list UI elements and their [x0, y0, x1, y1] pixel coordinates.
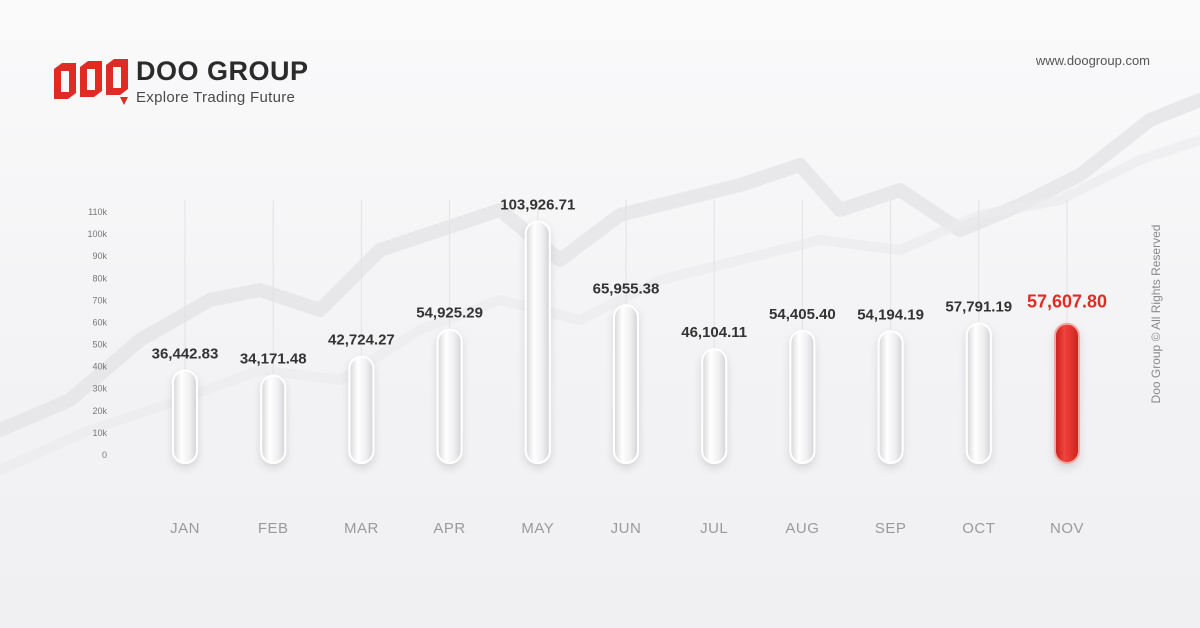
y-tick-label: 80k — [92, 273, 107, 283]
x-label-jun: JUN — [611, 520, 642, 537]
y-tick-label: 70k — [92, 295, 107, 305]
x-label-mar: MAR — [344, 520, 379, 537]
site-url[interactable]: www.doogroup.com — [1035, 53, 1150, 68]
brand-tagline: Explore Trading Future — [136, 89, 296, 106]
value-label-apr: 54,925.29 — [416, 305, 483, 322]
y-tick-label: 60k — [92, 317, 107, 327]
bar-jul — [701, 348, 728, 464]
bar-nov — [1054, 322, 1080, 464]
value-label-may: 103,926.71 — [500, 196, 575, 213]
x-label-sep: SEP — [875, 520, 907, 537]
y-tick-label: 20k — [92, 406, 107, 416]
doo-logo-icon — [54, 59, 128, 105]
bar-oct — [965, 322, 992, 464]
y-tick-label: 110k — [88, 207, 107, 217]
bar-jan — [172, 369, 198, 464]
x-axis-labels: JAN FEB MAR APR MAY JUN JUL AUG SEP OCT NOV — [170, 520, 1084, 537]
bar-jun — [613, 304, 639, 465]
value-label-nov: 57,607.80 — [1027, 292, 1107, 312]
x-label-apr: APR — [433, 520, 465, 537]
bar-mar — [348, 355, 375, 464]
y-tick-label: 0 — [102, 450, 107, 460]
value-label-jan: 36,442.83 — [152, 345, 219, 362]
bar-apr — [436, 328, 463, 464]
bar-sep — [877, 330, 904, 465]
bars — [172, 220, 1080, 465]
value-labels: 36,442.83 34,171.48 42,724.27 54,925.29 103,… — [152, 196, 1107, 367]
x-label-aug: AUG — [785, 520, 819, 537]
bar-may — [524, 220, 551, 464]
x-label-may: MAY — [521, 520, 554, 537]
value-label-jun: 65,955.38 — [593, 280, 660, 297]
x-label-nov: NOV — [1050, 520, 1084, 537]
value-label-sep: 54,194.19 — [857, 306, 924, 323]
y-tick-label: 100k — [87, 229, 107, 239]
value-label-jul: 46,104.11 — [681, 324, 747, 341]
value-label-oct: 57,791.19 — [945, 298, 1012, 315]
y-tick-label: 40k — [92, 362, 107, 372]
bar-feb — [260, 374, 287, 464]
bar-aug — [789, 329, 816, 465]
y-axis: 0 10k 20k 30k 40k 50k 60k 70k 80k 90k 100k 110k — [87, 207, 107, 460]
y-tick-label: 50k — [92, 340, 107, 350]
y-tick-label: 30k — [92, 384, 107, 394]
value-label-mar: 42,724.27 — [328, 332, 395, 349]
x-label-feb: FEB — [258, 520, 289, 537]
value-label-aug: 54,405.40 — [769, 306, 836, 323]
y-tick-label: 10k — [92, 428, 107, 438]
y-tick-label: 90k — [92, 251, 107, 261]
x-label-jul: JUL — [700, 520, 728, 537]
x-label-jan: JAN — [170, 520, 200, 537]
x-label-oct: OCT — [962, 520, 995, 537]
brand-name: DOO GROUP — [136, 56, 309, 86]
value-label-feb: 34,171.48 — [240, 351, 307, 368]
